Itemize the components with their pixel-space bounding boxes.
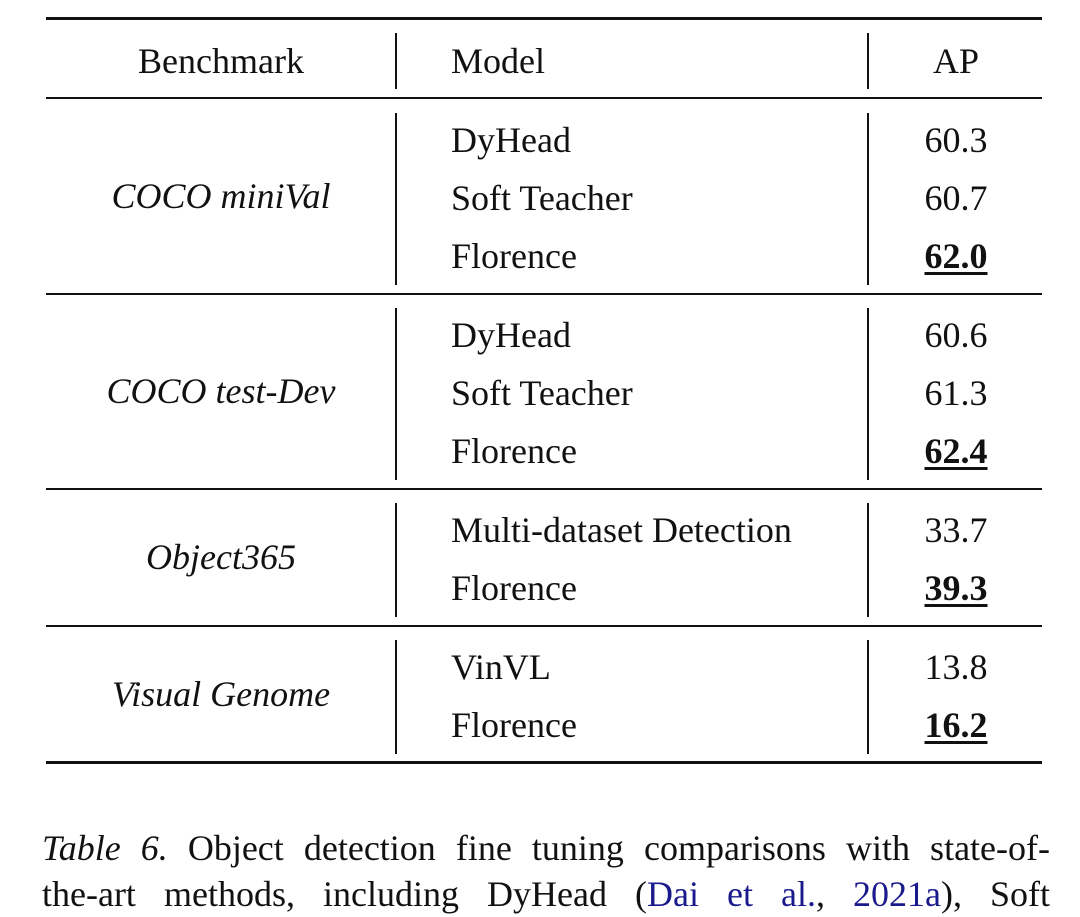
table-header-rule <box>46 97 1042 99</box>
table-group-rule <box>46 293 1042 295</box>
model-cell: DyHead <box>451 315 571 355</box>
header-ap: AP <box>932 41 980 81</box>
model-cell: Florence <box>451 705 577 745</box>
citation-link-year[interactable]: 2021a <box>853 874 941 914</box>
table-caption-line-2: the-art methods, including DyHead (Dai e… <box>42 871 1050 917</box>
ap-cell-best: 39.3 <box>924 568 988 608</box>
model-cell: Florence <box>451 236 577 276</box>
ap-cell-best: 62.4 <box>924 431 988 471</box>
ap-cell-best: 62.0 <box>924 236 988 276</box>
column-separator <box>867 503 869 617</box>
model-cell: Florence <box>451 431 577 471</box>
model-cell: VinVL <box>451 647 551 687</box>
model-cell: Florence <box>451 568 577 608</box>
ap-cell: 60.3 <box>924 120 988 160</box>
column-separator <box>867 33 869 89</box>
model-cell: Soft Teacher <box>451 178 633 218</box>
table-group-rule <box>46 625 1042 627</box>
column-separator <box>395 640 397 754</box>
benchmark-cell: Object365 <box>146 537 296 577</box>
ap-cell: 61.3 <box>924 373 988 413</box>
model-cell: DyHead <box>451 120 571 160</box>
column-separator <box>395 503 397 617</box>
benchmark-cell: Visual Genome <box>111 674 331 714</box>
table-caption-line-1: Table 6. Object detection fine tuning co… <box>42 825 1050 871</box>
ap-cell: 60.7 <box>924 178 988 218</box>
caption-text: ), Soft <box>940 874 1051 914</box>
caption-text: , <box>815 874 853 914</box>
header-model: Model <box>451 41 545 81</box>
caption-text: the-art methods, including DyHead ( <box>42 874 647 914</box>
column-separator <box>867 640 869 754</box>
header-benchmark: Benchmark <box>138 41 304 81</box>
model-cell: Multi-dataset Detection <box>451 510 792 550</box>
column-separator <box>867 308 869 480</box>
table-group-rule <box>46 488 1042 490</box>
ap-cell: 33.7 <box>924 510 988 550</box>
column-separator <box>395 33 397 89</box>
table-bottom-rule <box>46 761 1042 764</box>
table-top-rule <box>46 17 1042 20</box>
table-label: Table 6. <box>42 828 168 868</box>
caption-text: Object detection fine tuning comparisons… <box>167 828 1050 868</box>
column-separator <box>395 113 397 285</box>
benchmark-cell: COCO test-Dev <box>106 371 336 411</box>
ap-cell-best: 16.2 <box>924 705 988 745</box>
model-cell: Soft Teacher <box>451 373 633 413</box>
citation-link-author[interactable]: Dai et al. <box>646 874 816 914</box>
benchmark-cell: COCO miniVal <box>111 176 331 216</box>
ap-cell: 13.8 <box>924 647 988 687</box>
column-separator <box>867 113 869 285</box>
column-separator <box>395 308 397 480</box>
ap-cell: 60.6 <box>924 315 988 355</box>
